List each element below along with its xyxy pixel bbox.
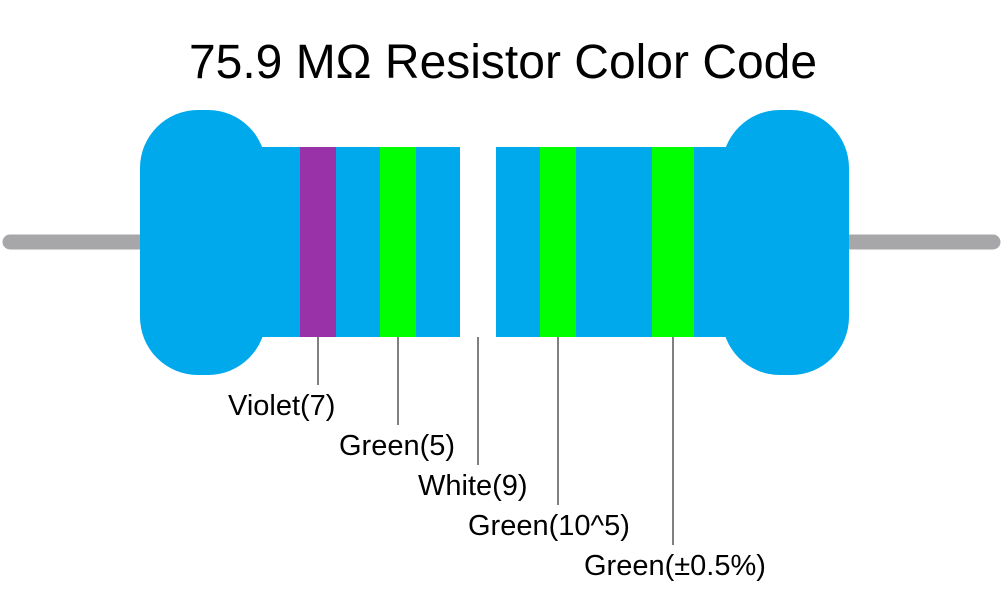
color-band — [652, 147, 694, 337]
color-band — [300, 147, 336, 337]
color-band — [460, 147, 496, 337]
band-label: Green(±0.5%) — [584, 550, 766, 582]
band-label: Violet(7) — [228, 390, 335, 422]
right-cap — [722, 110, 849, 375]
bands: Violet(7)Green(5) White(9) Green(10^5) Gree… — [228, 147, 766, 582]
band-label: Green(5) — [339, 430, 455, 462]
color-band — [540, 147, 576, 337]
band-label: White(9) — [418, 470, 528, 502]
title: 75.9 MΩ Resistor Color Code — [189, 36, 817, 89]
left-cap — [140, 110, 266, 375]
color-band — [380, 147, 416, 337]
band-label: Green(10^5) — [468, 510, 630, 542]
